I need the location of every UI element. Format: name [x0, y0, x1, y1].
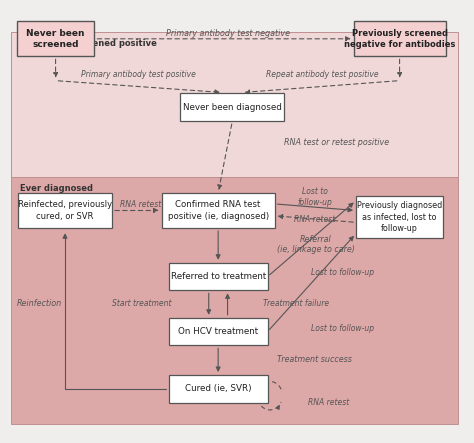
Text: Previously screened
negative for antibodies: Previously screened negative for antibod… [344, 29, 455, 49]
Text: Treatment failure: Treatment failure [263, 299, 329, 308]
Text: RNA retest: RNA retest [120, 200, 161, 209]
FancyBboxPatch shape [162, 193, 275, 228]
FancyBboxPatch shape [169, 375, 268, 403]
Text: Lost to follow-up: Lost to follow-up [311, 268, 374, 276]
FancyBboxPatch shape [17, 21, 94, 56]
Text: Treatment success: Treatment success [277, 355, 352, 364]
Text: Confirmed RNA test
positive (ie, diagnosed): Confirmed RNA test positive (ie, diagnos… [168, 200, 269, 221]
Text: Ever diagnosed: Ever diagnosed [20, 184, 93, 193]
Text: Previously screened positive
for antibodies: Previously screened positive for antibod… [20, 39, 157, 59]
FancyBboxPatch shape [169, 263, 268, 291]
Text: On HCV treatment: On HCV treatment [178, 327, 258, 336]
Text: RNA retest: RNA retest [309, 398, 350, 407]
Text: Primary antibody test negative: Primary antibody test negative [165, 29, 290, 38]
Text: Never been
screened: Never been screened [27, 29, 85, 49]
Text: Primary antibody test positive: Primary antibody test positive [81, 70, 195, 79]
Text: Lost to follow-up: Lost to follow-up [311, 323, 374, 333]
FancyBboxPatch shape [11, 32, 458, 178]
Text: Reinfected, previously
cured, or SVR: Reinfected, previously cured, or SVR [18, 200, 112, 221]
Text: Start treatment: Start treatment [111, 299, 171, 308]
FancyBboxPatch shape [354, 21, 446, 56]
Text: RNA test or retest positive: RNA test or retest positive [284, 138, 389, 147]
FancyBboxPatch shape [11, 178, 458, 424]
Text: Lost to
follow-up: Lost to follow-up [297, 187, 332, 206]
FancyBboxPatch shape [181, 93, 284, 121]
Text: Never been diagnosed: Never been diagnosed [183, 102, 282, 112]
Text: Previously diagnosed
as infected, lost to
follow-up: Previously diagnosed as infected, lost t… [357, 202, 442, 233]
Text: Reinfection: Reinfection [17, 299, 62, 308]
FancyBboxPatch shape [18, 193, 112, 228]
Text: Referred to treatment: Referred to treatment [171, 272, 266, 281]
Text: Repeat antibody test positive: Repeat antibody test positive [265, 70, 378, 79]
FancyBboxPatch shape [169, 318, 268, 346]
FancyBboxPatch shape [356, 196, 443, 238]
Text: Referral
(ie, linkage to care): Referral (ie, linkage to care) [277, 235, 355, 254]
Text: Cured (ie, SVR): Cured (ie, SVR) [185, 384, 252, 393]
Text: RNA retest: RNA retest [294, 215, 336, 224]
